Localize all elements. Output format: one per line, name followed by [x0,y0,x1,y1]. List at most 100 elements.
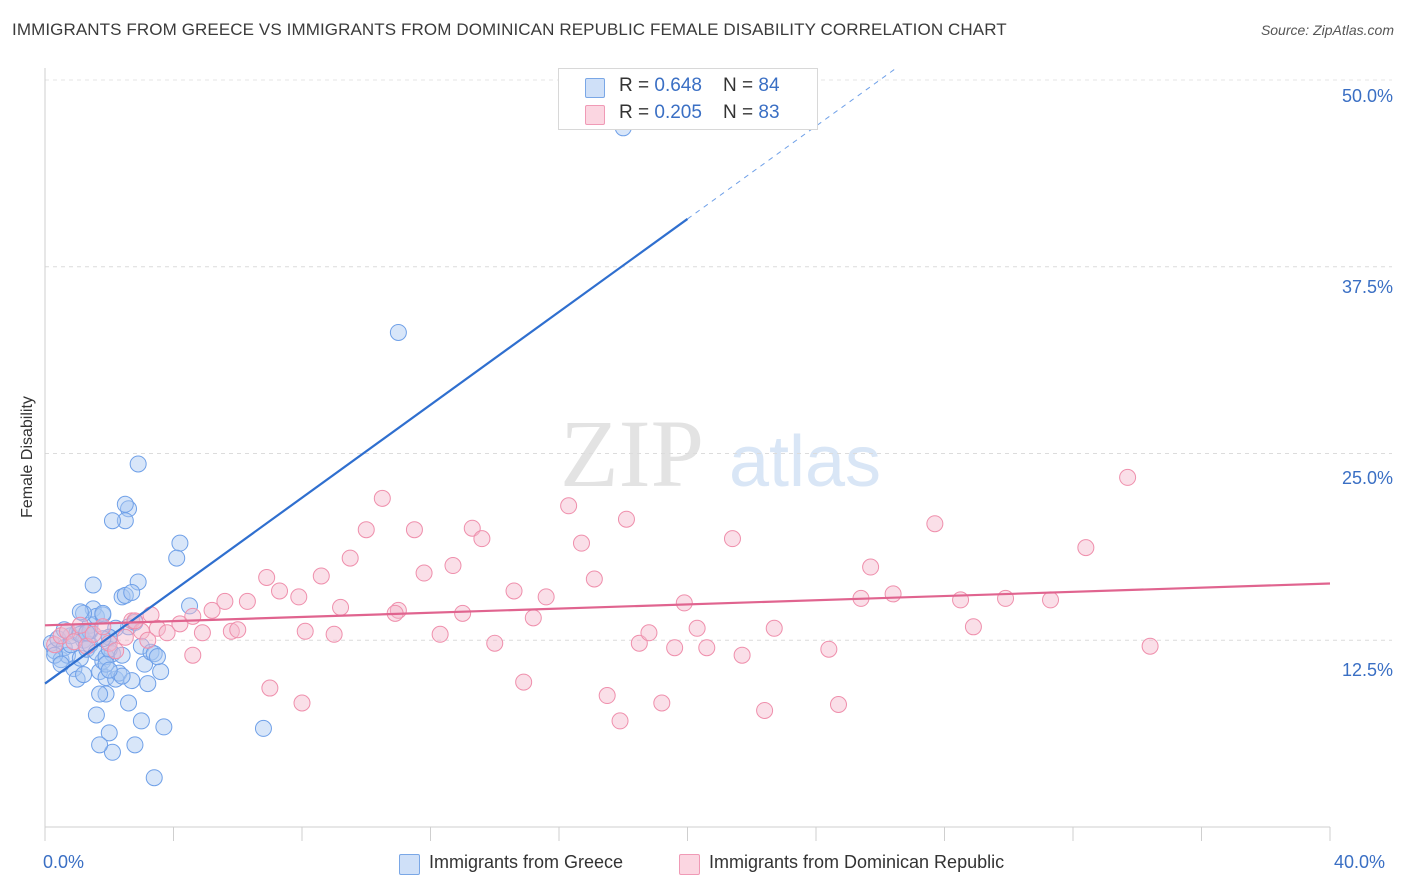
point-dominican [341,549,359,567]
point-greece [123,583,141,601]
x-tick-label-max: 40.0% [1334,852,1386,872]
point-greece [129,573,147,591]
point-dominican [688,619,706,637]
legend-n-label: N = [723,75,759,96]
point-dominican [630,634,648,652]
legend-r-label: R = [619,102,655,123]
y-tick-label-25: 25.0% [1341,468,1393,488]
point-dominican [261,679,279,697]
point-dominican [46,636,64,654]
point-dominican [598,687,616,705]
point-greece [126,736,144,754]
legend-r-label: R = [619,75,655,96]
point-dominican [524,609,542,627]
point-dominican [1077,539,1095,557]
point-dominican [505,582,523,600]
point-greece [171,534,189,552]
point-greece [139,675,157,693]
point-dominican [585,570,603,588]
point-greece [132,637,150,655]
point-dominican [862,558,880,576]
point-greece [97,685,115,703]
bottom-legend-label-greece: Immigrants from Greece [429,852,624,872]
y-tick-label-50: 50.0% [1341,86,1393,106]
y-tick-label-12-5: 12.5% [1341,660,1393,680]
point-dominican [653,694,671,712]
point-dominican [515,673,533,691]
x-tick-label-min: 0.0% [43,852,85,872]
point-dominican [454,604,472,622]
point-greece [71,603,89,621]
point-dominican [184,646,202,664]
point-greece [181,597,199,615]
point-greece [168,549,186,567]
point-greece [87,706,105,724]
point-dominican [1141,637,1159,655]
trendline-dominican [44,582,1331,627]
point-dominican [293,694,311,712]
point-dominican [666,639,684,657]
point-dominican [675,594,693,612]
point-dominican [486,634,504,652]
point-dominican [373,489,391,507]
point-dominican [444,557,462,575]
trend-lines [44,67,1331,685]
point-greece [52,655,70,673]
point-dominican [238,592,256,610]
point-dominican [107,642,125,660]
point-greece [110,664,128,682]
point-greece [132,712,150,730]
correlation-legend: R = 0.648 N = 84 R = 0.205 N = 83 [558,68,818,130]
axes [44,68,1331,841]
point-dominican [617,510,635,528]
point-dominican [1042,591,1060,609]
point-dominican [1119,468,1137,486]
point-greece [389,323,407,341]
point-dominican [611,712,629,730]
point-greece [94,604,112,622]
point-dominican [193,624,211,642]
bottom-legend-swatch-dominican [679,854,700,875]
point-dominican [139,631,157,649]
legend-n-value-dominican: 83 [758,102,780,123]
point-greece [129,455,147,473]
chart-title: IMMIGRANTS FROM GREECE VS IMMIGRANTS FRO… [12,20,1007,39]
point-dominican [765,619,783,637]
point-dominican [463,519,481,537]
point-dominican [537,588,555,606]
point-dominican [733,646,751,664]
point-greece [123,672,141,690]
point-dominican [820,640,838,658]
point-dominican [473,530,491,548]
point-greece [91,736,109,754]
point-dominican [572,534,590,552]
point-dominican [325,625,343,643]
point-dominican [926,515,944,533]
point-dominican [94,618,112,636]
point-dominican [312,567,330,585]
point-dominican [290,588,308,606]
point-dominican [829,695,847,713]
legend-n-value-greece: 84 [758,75,780,96]
point-greece [254,719,272,737]
point-dominican [357,521,375,539]
point-greece [148,648,166,666]
point-dominican [723,530,741,548]
point-dominican [560,497,578,515]
point-dominican [132,622,150,640]
point-dominican [415,564,433,582]
point-greece [91,685,109,703]
bottom-legend-label-dominican: Immigrants from Dominican Republic [709,852,1005,872]
point-dominican [116,628,134,646]
legend-r-value-greece: 0.648 [654,75,702,96]
point-dominican [184,607,202,625]
source-credit: Source: ZipAtlas.com [1260,22,1394,38]
point-dominican [698,639,716,657]
trendline-greece [44,218,689,685]
point-greece [103,512,121,530]
point-greece [75,666,93,684]
point-greece [103,743,121,761]
point-greece [116,495,134,513]
point-dominican [884,585,902,603]
